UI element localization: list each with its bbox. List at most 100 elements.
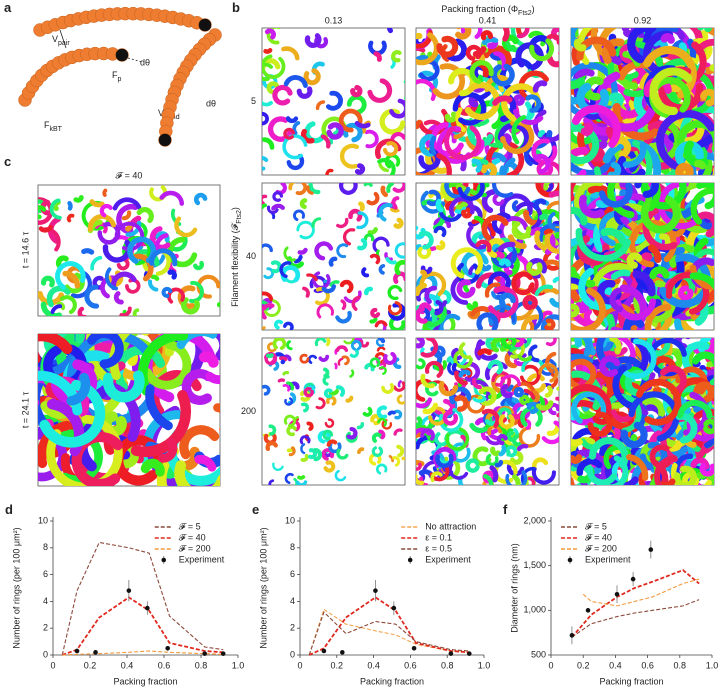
filament: [268, 479, 275, 485]
filament: [501, 157, 516, 175]
legend-label: ε = 0.5: [425, 543, 452, 553]
filament: [272, 462, 284, 472]
y-tick-label: 2: [290, 623, 295, 633]
filament: [282, 134, 308, 160]
filament: [573, 183, 604, 225]
filament: [497, 122, 530, 151]
filament: [444, 125, 482, 161]
x-tick-label: 1.0: [706, 660, 719, 670]
y-tick-label: 0: [43, 649, 48, 659]
filament: [366, 191, 380, 206]
filament: [454, 395, 469, 412]
filament: [193, 260, 205, 271]
filament: [476, 183, 490, 198]
filament: [602, 139, 662, 175]
filament: [511, 474, 521, 485]
filament: [148, 279, 159, 292]
snapshot: [416, 338, 559, 485]
filament: [416, 338, 425, 349]
filament: [416, 306, 428, 324]
filament: [125, 220, 142, 237]
filament: [350, 84, 363, 98]
filament: [315, 397, 326, 410]
filament: [102, 188, 108, 197]
x-tick-label: 0.4: [609, 660, 622, 670]
filament: [471, 158, 483, 173]
filament: [63, 492, 124, 510]
filament: [174, 460, 220, 486]
filament: [262, 137, 275, 150]
filament: [531, 317, 538, 329]
data-point: [340, 650, 345, 655]
filament: [454, 370, 468, 386]
data-point: [321, 648, 327, 654]
filament: [438, 380, 459, 397]
filament: [416, 282, 427, 297]
filament: [198, 351, 219, 368]
filament: [532, 390, 540, 403]
filament: [283, 127, 296, 140]
filament: [429, 135, 437, 156]
legend-label: No attraction: [425, 521, 476, 531]
filament: [336, 243, 349, 259]
filament: [339, 279, 354, 294]
filament: [485, 453, 499, 466]
filament: [179, 425, 220, 460]
filament: [511, 271, 535, 296]
filament: [38, 197, 54, 225]
snapshot: [262, 338, 405, 485]
filament: [422, 402, 439, 415]
filament: [432, 63, 466, 100]
c-title: 𝓕 = 40: [116, 170, 143, 180]
filament: [262, 54, 286, 79]
filament: [378, 264, 386, 275]
arrow: [127, 57, 143, 63]
x-tick-label: 0.8: [674, 660, 687, 670]
filament: [100, 275, 119, 299]
filament: [417, 246, 432, 260]
y-tick-label: 2,000: [523, 515, 546, 525]
filament: [345, 395, 354, 403]
filament: [482, 37, 499, 46]
filament: [391, 196, 400, 208]
filament: [388, 301, 403, 316]
filament: [60, 295, 77, 315]
filament: [612, 102, 660, 141]
filament: [483, 45, 512, 67]
filament: [292, 121, 301, 135]
snapshot: [416, 183, 559, 330]
filament: [516, 28, 530, 39]
filament: [418, 59, 440, 82]
filament: [710, 140, 714, 149]
filament: [181, 446, 201, 471]
filament: [526, 401, 539, 414]
x-tick-label: 0.6: [404, 660, 417, 670]
filament: [337, 357, 344, 366]
filament: [461, 250, 489, 279]
x-tick-label: 0: [548, 660, 553, 670]
filament: [598, 183, 633, 208]
filament: [359, 339, 370, 348]
filament: [537, 129, 546, 138]
filament: [469, 415, 493, 434]
y-tick-label: 1,000: [523, 605, 546, 615]
filament: [576, 458, 603, 477]
filament: [341, 355, 350, 366]
filament: [335, 345, 349, 353]
filament: [419, 134, 436, 157]
column-label: 0.13: [325, 15, 343, 25]
filament: [696, 183, 714, 210]
filament: [263, 299, 281, 317]
filament: [387, 284, 403, 301]
filament: [295, 480, 308, 485]
filament: [492, 193, 505, 206]
filament: [391, 50, 402, 63]
filament: [626, 453, 649, 481]
filament: [262, 156, 269, 171]
filament: [558, 236, 559, 237]
filament: [392, 183, 405, 193]
filament: [300, 128, 315, 144]
filament: [66, 372, 91, 406]
filament: [689, 272, 714, 291]
filament: [272, 338, 287, 350]
